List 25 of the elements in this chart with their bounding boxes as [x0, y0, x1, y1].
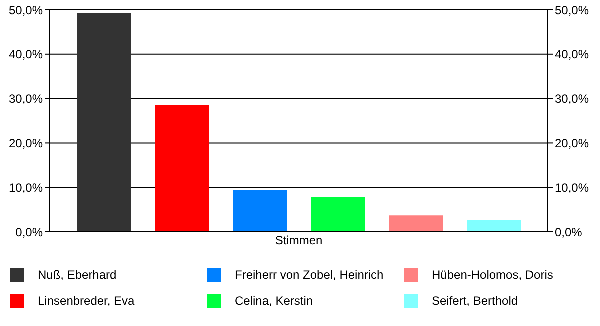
y2-tick-label: 0,0%	[555, 225, 583, 240]
bar	[155, 105, 209, 232]
y-tick-label: 40,0%	[8, 48, 44, 62]
y-tick-label: 0,0%	[16, 225, 44, 240]
bar	[233, 190, 287, 232]
bar	[467, 220, 521, 232]
y2-tick-label: 40,0%	[555, 48, 590, 62]
y-tick-label: 20,0%	[8, 136, 44, 150]
legend-label: Nuß, Eberhard	[38, 268, 117, 282]
bar	[311, 197, 365, 232]
legend-label: Seifert, Berthold	[432, 294, 518, 308]
legend-label: Hüben-Holomos, Doris	[432, 268, 554, 282]
y2-tick-label: 50,0%	[555, 3, 590, 18]
legend-label: Freiherr von Zobel, Heinrich	[235, 268, 384, 282]
y-tick-label: 10,0%	[8, 180, 44, 195]
bar	[389, 216, 443, 232]
legend-label: Celina, Kerstin	[235, 294, 314, 308]
x-axis-title: Stimmen	[275, 234, 323, 248]
y2-tick-label: 30,0%	[555, 92, 590, 106]
y2-tick-label: 10,0%	[555, 180, 590, 195]
y-tick-label: 30,0%	[8, 92, 44, 106]
legend-label: Linsenbreder, Eva	[38, 294, 135, 308]
y-tick-label: 50,0%	[8, 3, 44, 18]
bar	[77, 14, 131, 232]
y2-tick-label: 20,0%	[555, 136, 590, 150]
